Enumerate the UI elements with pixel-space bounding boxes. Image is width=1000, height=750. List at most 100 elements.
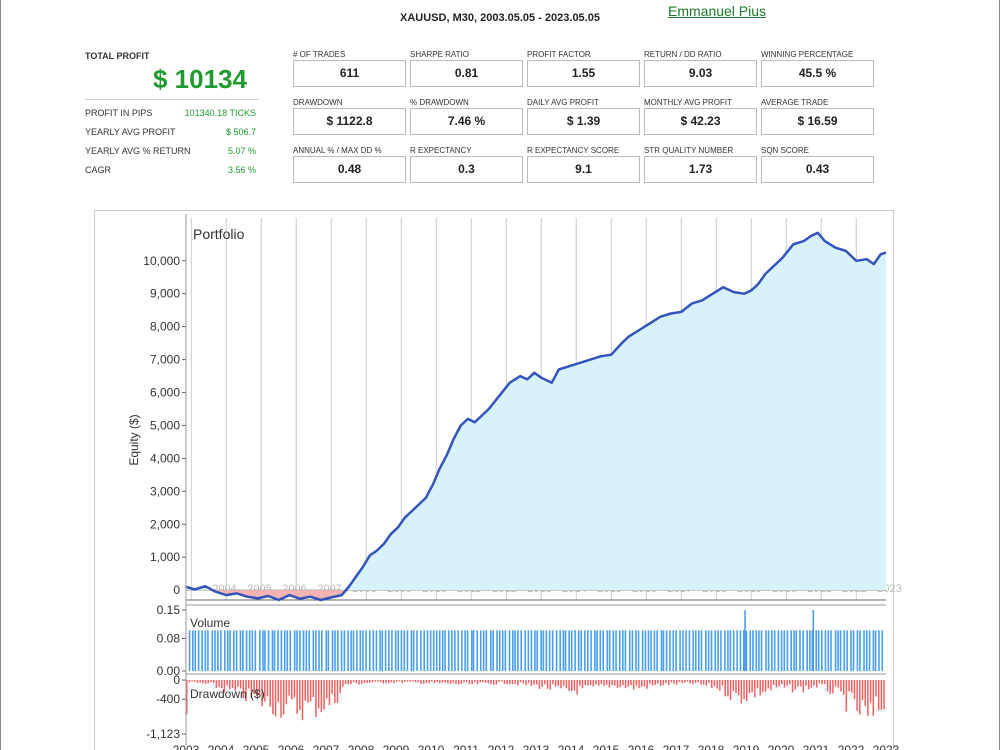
drawdown-bar [371,680,374,683]
volume-bar [590,630,592,671]
author-name[interactable]: Emmanuel Pius [668,3,767,19]
metric-value-profit-factor: 1.55 [527,60,640,87]
equity-area [186,232,886,591]
drawdown-bar [533,680,535,685]
bottom-year-ticks: 2003 2004 2005 2006 2007 2008 2009 2010 2011 2012… [173,743,900,750]
volume-bar [755,630,758,671]
volume-tick-label: 0.00 [157,664,181,678]
drawdown-bar [595,680,597,685]
drawdown-bar [460,680,463,684]
volume-bar [685,630,687,671]
summary-row-cagr: CAGR 3.56 % [85,165,258,175]
drawdown-bar [476,680,479,685]
volume-bar [470,630,473,671]
drawdown-bar [643,680,646,687]
drawdown-bar [662,680,665,686]
volume-bar [811,630,814,671]
drawdown-bar [772,680,775,685]
drawdown-bar [422,680,425,684]
bottom-year-label: 2019 [733,743,760,750]
drawdown-bar [778,680,780,687]
volume-bar [637,630,640,671]
volume-bar [305,630,308,671]
volume-bar [771,630,773,671]
volume-bar [283,630,286,671]
volume-bar [423,630,425,671]
drawdown-bar [452,680,455,683]
drawdown-bar [536,680,538,685]
drawdown-bar [541,680,543,687]
volume-bar [368,630,371,671]
volume-bar [583,630,586,671]
volume-bar [438,630,441,671]
drawdown-bar [186,680,188,715]
drawdown-bar [285,680,288,705]
drawdown-bar [702,680,705,685]
drawdown-bar [218,680,220,687]
drawdown-bar [355,680,358,684]
drawdown-bar [627,680,630,687]
drawdown-tick-label: 0 [173,673,180,687]
volume-bar [809,630,811,671]
metric-value-r-expectancy-score: 9.1 [527,156,640,183]
volume-bar [545,630,548,671]
volume-spike [744,610,746,671]
drawdown-bar [204,680,207,684]
volume-bar [214,630,216,671]
drawdown-bar [684,680,686,683]
metric-value-return-dd: 9.03 [644,60,757,87]
drawdown-bar [576,680,578,695]
volume-bar [412,630,415,671]
volume-bar [843,630,846,671]
volume-bar [472,630,475,671]
volume-bar [447,630,450,671]
total-profit-value: $ 10134 [153,64,247,94]
drawdown-bar [288,680,290,696]
drawdown-bar [207,680,210,684]
volume-bar [727,630,729,671]
drawdown-bar [740,680,743,704]
volume-bar [444,630,446,671]
volume-bar [289,630,292,671]
drawdown-bar [759,680,761,696]
volume-bar [802,630,805,671]
drawdown-y-axis: 0 -400 -1,123 [146,673,186,741]
drawdown-bar [859,680,861,715]
drawdown-bar [511,680,514,685]
volume-bar [220,630,222,671]
volume-bar [622,630,624,671]
volume-bar [795,630,798,671]
volume-bar [188,630,191,671]
volume-bar [400,630,403,671]
drawdown-bar [573,680,576,691]
drawdown-bar [374,680,376,682]
metric-label-r-expectancy: R EXPECTANCY [410,146,472,155]
volume-bar [512,630,514,671]
volume-bar [749,630,752,671]
drawdown-bar [366,680,368,683]
volume-bar [248,630,251,671]
volume-bar [217,630,219,671]
volume-bar [837,630,839,671]
volume-bar [504,630,507,671]
volume-tick-label: 0.08 [157,631,181,645]
drawdown-bar [851,680,853,693]
volume-bar [350,630,352,671]
drawdown-bar [667,680,670,685]
summary-row-value: 101340.18 TICKS [184,108,256,118]
volume-bar [863,630,865,671]
volume-bar [881,630,884,671]
drawdown-bar [492,680,495,685]
drawdown-bar [606,680,608,685]
metric-value-sharpe: 0.81 [410,60,523,87]
drawdown-bar [466,680,468,682]
drawdown-bar [832,680,834,694]
y-axis-label: Equity ($) [127,414,141,465]
volume-bar [739,630,742,671]
summary-row-value: 5.07 % [227,146,256,156]
drawdown-bar [317,680,320,709]
drawdown-bar [344,680,347,684]
drawdown-bar [848,680,850,692]
drawdown-bar [210,680,212,683]
drawdown-bar [242,680,245,699]
